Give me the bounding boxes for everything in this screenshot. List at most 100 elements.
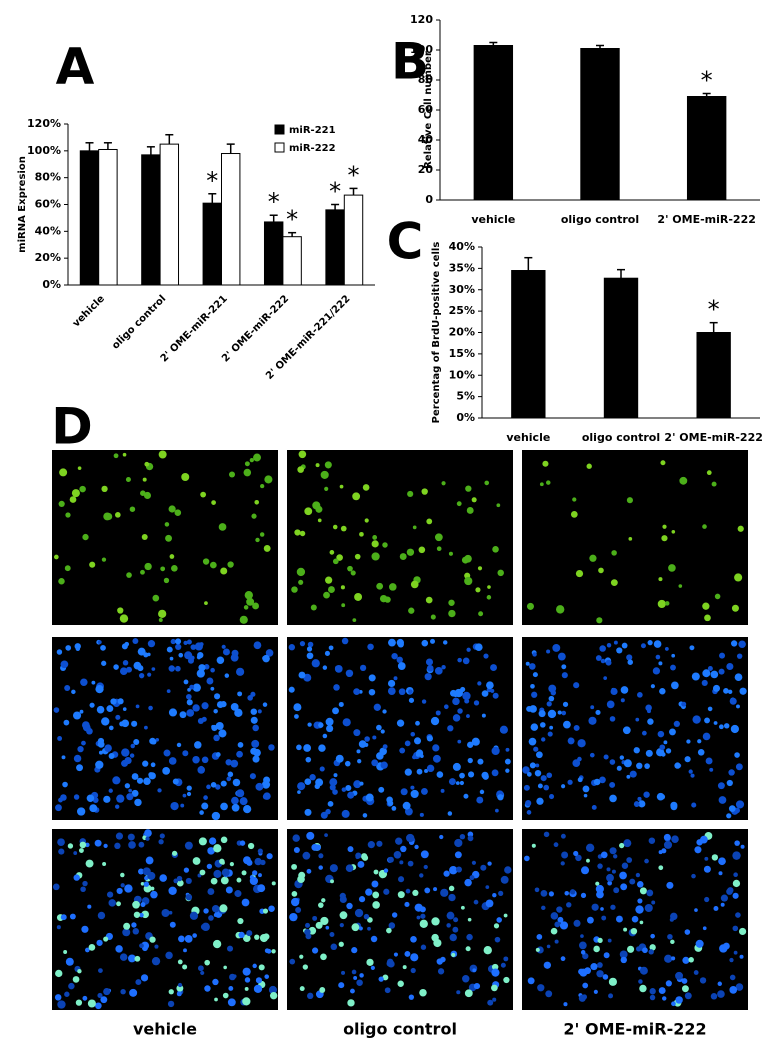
nucleus <box>546 944 551 949</box>
nucleus <box>420 944 427 950</box>
nucleus <box>590 705 595 710</box>
nucleus <box>382 974 389 981</box>
bar <box>473 45 514 201</box>
nucleus <box>97 911 106 920</box>
nucleus <box>236 667 245 676</box>
nucleus <box>302 964 308 970</box>
nucleus <box>524 855 530 862</box>
nucleus <box>657 599 666 609</box>
nucleus <box>668 564 676 572</box>
y-tick-label: 60% <box>35 198 61 211</box>
nucleus <box>739 687 747 695</box>
nucleus <box>103 936 109 942</box>
nucleus <box>259 532 265 537</box>
nucleus <box>299 640 306 647</box>
nucleus <box>389 583 397 591</box>
nucleus <box>220 876 229 885</box>
nucleus <box>483 653 489 659</box>
nucleus <box>355 852 362 859</box>
nucleus <box>253 641 262 650</box>
nucleus <box>595 881 600 886</box>
nucleus <box>528 663 536 670</box>
nucleus <box>491 984 498 992</box>
nucleus <box>539 482 544 487</box>
nucleus <box>582 785 590 793</box>
nucleus <box>206 863 213 870</box>
nucleus <box>155 737 160 742</box>
nucleus <box>462 975 470 983</box>
nucleus <box>144 829 152 837</box>
nucleus <box>89 804 98 813</box>
nucleus <box>704 614 711 622</box>
nucleus <box>344 760 351 767</box>
nucleus <box>623 759 632 768</box>
nucleus <box>376 582 384 590</box>
nucleus <box>596 617 603 624</box>
nucleus <box>596 970 604 978</box>
nucleus <box>260 859 266 866</box>
nucleus <box>96 705 105 714</box>
nucleus <box>675 996 683 1004</box>
y-tick-label: 100% <box>27 144 61 157</box>
nucleus <box>523 784 530 791</box>
nucleus <box>172 778 179 785</box>
nucleus <box>220 780 227 787</box>
nucleus <box>230 702 239 711</box>
nucleus <box>667 934 673 940</box>
nucleus <box>221 868 230 877</box>
nucleus <box>336 554 343 561</box>
nucleus <box>79 841 87 849</box>
nucleus <box>183 948 187 953</box>
nucleus <box>464 989 473 998</box>
nucleus <box>351 947 358 954</box>
nucleus <box>75 646 81 652</box>
nucleus <box>397 980 404 987</box>
nucleus <box>305 756 312 763</box>
nucleus <box>53 554 59 560</box>
y-tick-label: 5% <box>456 390 475 403</box>
nucleus <box>393 851 402 859</box>
nucleus <box>454 688 464 698</box>
nucleus <box>586 463 592 469</box>
nucleus <box>601 915 607 921</box>
nucleus <box>681 985 689 993</box>
nucleus <box>448 609 456 618</box>
nucleus <box>79 485 86 493</box>
nucleus <box>633 801 640 807</box>
nucleus <box>181 472 190 482</box>
nucleus <box>145 856 154 865</box>
nucleus <box>264 974 270 979</box>
nucleus <box>134 798 142 807</box>
nucleus <box>234 708 243 717</box>
nucleus <box>292 834 300 842</box>
nucleus <box>440 788 445 793</box>
nucleus <box>115 512 121 518</box>
nucleus <box>547 709 557 719</box>
nucleus <box>663 740 668 745</box>
nucleus <box>226 776 232 782</box>
nucleus <box>291 586 298 593</box>
nucleus <box>128 788 132 793</box>
nucleus <box>671 529 676 534</box>
nucleus <box>165 951 173 960</box>
nucleus <box>168 757 177 765</box>
nucleus <box>391 806 397 811</box>
nucleus <box>358 740 367 748</box>
nuclei <box>53 450 273 624</box>
nucleus <box>412 525 417 530</box>
nucleus <box>364 736 370 742</box>
nucleus <box>318 902 324 908</box>
nucleus <box>372 735 377 740</box>
panel-letter: A <box>56 38 95 96</box>
nucleus <box>184 841 193 850</box>
nucleus <box>113 453 119 459</box>
nucleus <box>96 939 103 946</box>
nucleus <box>548 695 555 702</box>
nucleus <box>588 716 597 725</box>
nucleus <box>704 717 710 724</box>
nucleus <box>626 857 633 863</box>
nucleus <box>338 941 344 947</box>
nucleus <box>229 973 236 981</box>
nucleus <box>310 604 317 611</box>
nucleus <box>250 708 258 715</box>
